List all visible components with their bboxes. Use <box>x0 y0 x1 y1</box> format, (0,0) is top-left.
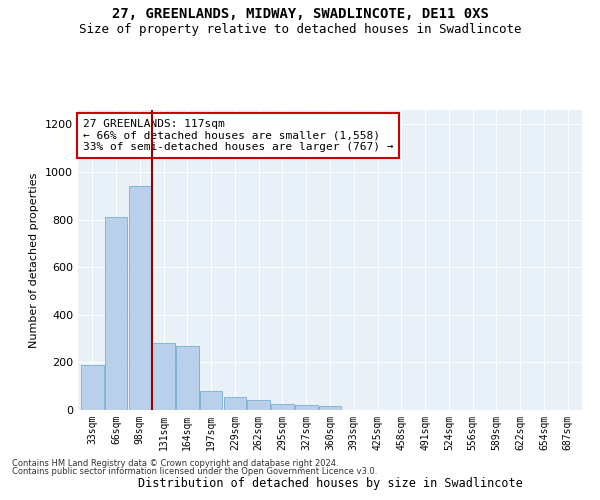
Bar <box>105 217 127 410</box>
Text: Contains public sector information licensed under the Open Government Licence v3: Contains public sector information licen… <box>12 467 377 476</box>
Bar <box>247 400 270 410</box>
Text: Distribution of detached houses by size in Swadlincote: Distribution of detached houses by size … <box>137 477 523 490</box>
Bar <box>81 365 104 410</box>
Bar <box>319 406 341 410</box>
Bar <box>295 405 317 410</box>
Text: 27, GREENLANDS, MIDWAY, SWADLINCOTE, DE11 0XS: 27, GREENLANDS, MIDWAY, SWADLINCOTE, DE1… <box>112 8 488 22</box>
Y-axis label: Number of detached properties: Number of detached properties <box>29 172 40 348</box>
Bar <box>200 391 223 410</box>
Bar <box>152 344 175 410</box>
Bar <box>128 186 151 410</box>
Bar <box>224 397 246 410</box>
Text: Size of property relative to detached houses in Swadlincote: Size of property relative to detached ho… <box>79 22 521 36</box>
Bar <box>271 404 294 410</box>
Bar <box>176 346 199 410</box>
Text: 27 GREENLANDS: 117sqm
← 66% of detached houses are smaller (1,558)
33% of semi-d: 27 GREENLANDS: 117sqm ← 66% of detached … <box>83 119 394 152</box>
Text: Contains HM Land Registry data © Crown copyright and database right 2024.: Contains HM Land Registry data © Crown c… <box>12 458 338 468</box>
